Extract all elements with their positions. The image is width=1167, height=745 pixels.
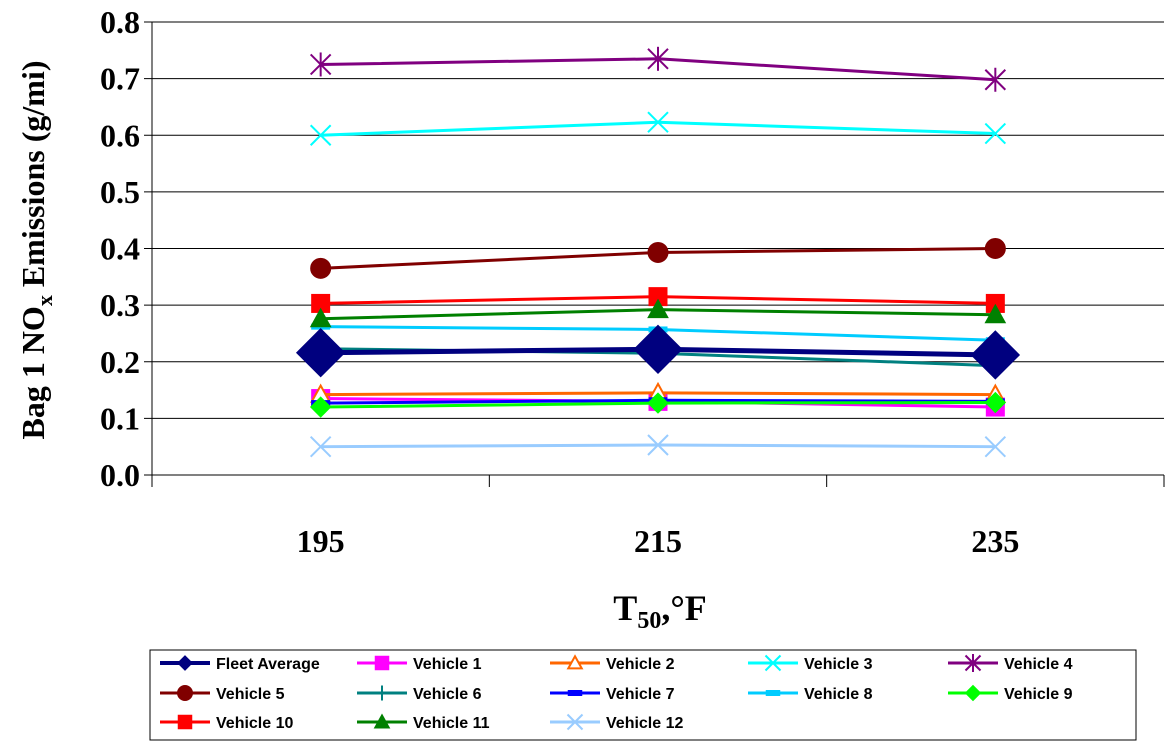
y-tick-label: 0.0 [100,457,140,493]
data-point [566,654,584,670]
y-tick-label: 0.5 [100,174,140,210]
y-tick-label: 0.2 [100,344,140,380]
series-vehicle-3 [309,111,1007,146]
data-point [177,714,193,730]
data-point [309,124,332,146]
series-vehicle-4 [309,46,1007,92]
data-point [567,690,583,696]
legend-label: Vehicle 8 [804,686,873,703]
legend-entry: Vehicle 3 [748,654,873,673]
legend-entry: Vehicle 4 [948,654,1073,673]
series-vehicle-9 [309,391,1007,418]
legend-label: Vehicle 12 [606,715,683,732]
data-point [566,713,584,731]
series-fleet-average [295,324,1021,380]
legend-label: Vehicle 1 [413,656,482,673]
data-point [374,685,390,701]
legend-entry: Vehicle 1 [357,655,482,673]
x-axis-title: T50,°F [613,588,706,634]
data-point [177,655,193,671]
x-tick-label: 215 [634,523,682,559]
series-vehicle-12 [309,434,1007,458]
data-point [309,307,332,328]
data-point [309,52,332,77]
data-point [964,654,982,672]
data-point [647,111,669,133]
data-point [310,257,332,279]
data-point [633,324,683,374]
data-point [309,435,332,458]
series-line [320,120,996,137]
y-tick-label: 0.1 [100,400,140,436]
data-point [647,434,669,456]
legend-entry: Vehicle 10 [160,714,293,732]
y-tick-label: 0.8 [100,4,140,40]
legend-entry: Vehicle 7 [550,686,675,703]
legend-entry: Vehicle 12 [550,713,683,732]
data-point [647,241,669,263]
data-point [984,238,1006,259]
legend: Fleet Average Vehicle 1 Vehicle 2 Vehicle 3… [160,654,1073,732]
data-point [177,685,193,701]
data-point [647,46,669,71]
series-vehicle-5 [310,238,1006,279]
y-axis-title: Bag 1 NOx Emissions (g/mi) [15,60,57,439]
legend-label: Vehicle 11 [413,715,490,732]
data-point [984,391,1007,414]
legend-label: Vehicle 5 [216,686,285,703]
legend-label: Vehicle 6 [413,686,482,703]
y-tick-label: 0.6 [100,117,140,153]
legend-entry: Vehicle 8 [748,686,873,703]
legend-label: Vehicle 4 [1004,656,1073,673]
data-point [970,330,1021,380]
series-lines [295,46,1021,458]
data-point [295,327,346,378]
legend-label: Vehicle 3 [804,656,873,673]
legend-label: Vehicle 2 [606,656,675,673]
legend-entry: Vehicle 11 [357,713,490,732]
data-point [309,396,332,418]
data-point [984,122,1007,145]
legend-entry: Vehicle 5 [160,685,285,703]
legend-label: Fleet Average [216,656,320,673]
data-point [373,713,391,729]
data-point [984,435,1007,458]
legend-entry: Vehicle 2 [550,654,675,673]
x-tick-label: 235 [971,523,1019,559]
legend-entry: Vehicle 9 [948,684,1073,703]
legend-label: Vehicle 7 [606,686,675,703]
series-vehicle-11 [309,298,1007,328]
y-tick-label: 0.7 [100,61,140,97]
legend-entry: Vehicle 6 [357,685,482,703]
data-point [984,67,1007,92]
tick-labels: 0.0 0.1 0.2 0.3 0.4 0.5 0.6 0.7 0.8 195 215 235 [100,4,1019,559]
legend-label: Vehicle 10 [216,715,293,732]
data-point [984,303,1007,324]
legend-entry: Fleet Average [160,655,320,673]
data-point [374,655,390,671]
data-point [647,298,669,319]
data-point [765,690,781,696]
y-tick-label: 0.4 [100,231,140,267]
legend-label: Vehicle 9 [1004,686,1073,703]
data-point [964,684,982,702]
data-point [647,392,669,414]
axes [144,21,1165,487]
x-tick-label: 195 [297,523,345,559]
data-point [764,654,782,672]
y-tick-label: 0.3 [100,287,140,323]
